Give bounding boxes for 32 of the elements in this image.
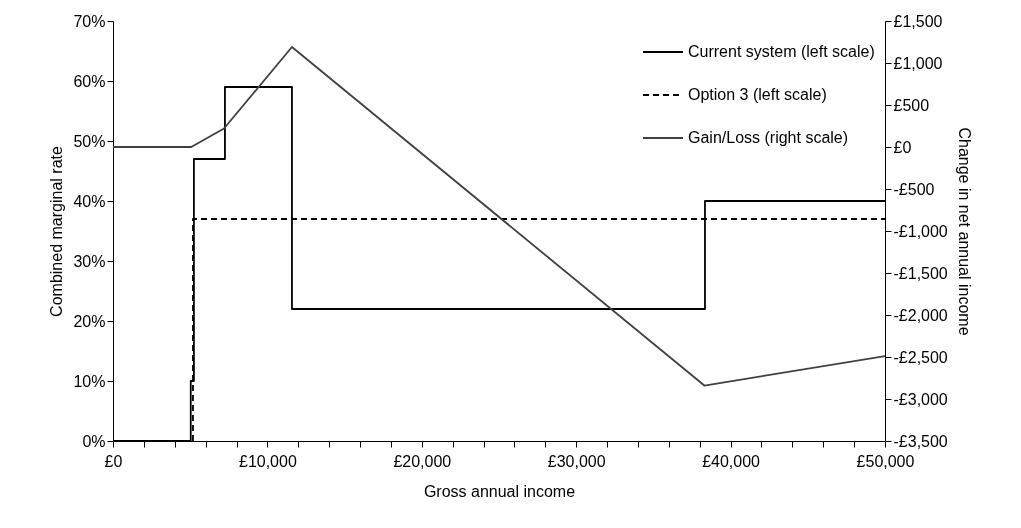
y-tick-label: 60% (73, 72, 106, 90)
y2-tick-label: -£2,000 (893, 306, 948, 324)
y2-tick-label: £0 (893, 138, 912, 156)
y2-tick-label: -£1,000 (893, 222, 948, 240)
y-tick-label: 30% (73, 252, 106, 270)
legend-label: Option 3 (left scale) (688, 86, 827, 103)
line-series (113, 46, 885, 387)
y2-tick-label: -£1,500 (893, 264, 948, 282)
x-tick-label: £20,000 (393, 452, 452, 470)
x-tick-label: £40,000 (702, 452, 761, 470)
y-axis-title: Combined marginal rate (48, 146, 66, 317)
y2-tick-label: -£3,500 (893, 432, 948, 450)
y2-tick-label: -£3,000 (893, 390, 948, 408)
legend-label: Gain/Loss (right scale) (688, 129, 849, 146)
y2-axis-title: Change in net annual income (955, 127, 973, 336)
y2-tick-label: -£2,500 (893, 348, 948, 366)
y2-tick-label: £500 (893, 96, 930, 114)
y-tick-label: 10% (73, 372, 106, 390)
x-tick-label: £10,000 (238, 452, 297, 470)
y-tick-label: 50% (73, 132, 106, 150)
y2-tick-label: -£500 (893, 180, 935, 198)
y-tick-label: 20% (73, 312, 106, 330)
y2-tick-label: £1,000 (893, 54, 943, 72)
y2-tick-label: £1,500 (893, 12, 943, 30)
legend-label: Current system (left scale) (688, 43, 875, 60)
x-tick-label: £30,000 (547, 452, 606, 470)
x-tick-label: £50,000 (856, 452, 915, 470)
y-tick-label: 70% (73, 12, 106, 30)
x-axis-title: Gross annual income (423, 482, 576, 500)
y-tick-label: 0% (82, 432, 106, 450)
x-tick-label: £0 (104, 452, 123, 470)
y-tick-label: 40% (73, 192, 106, 210)
